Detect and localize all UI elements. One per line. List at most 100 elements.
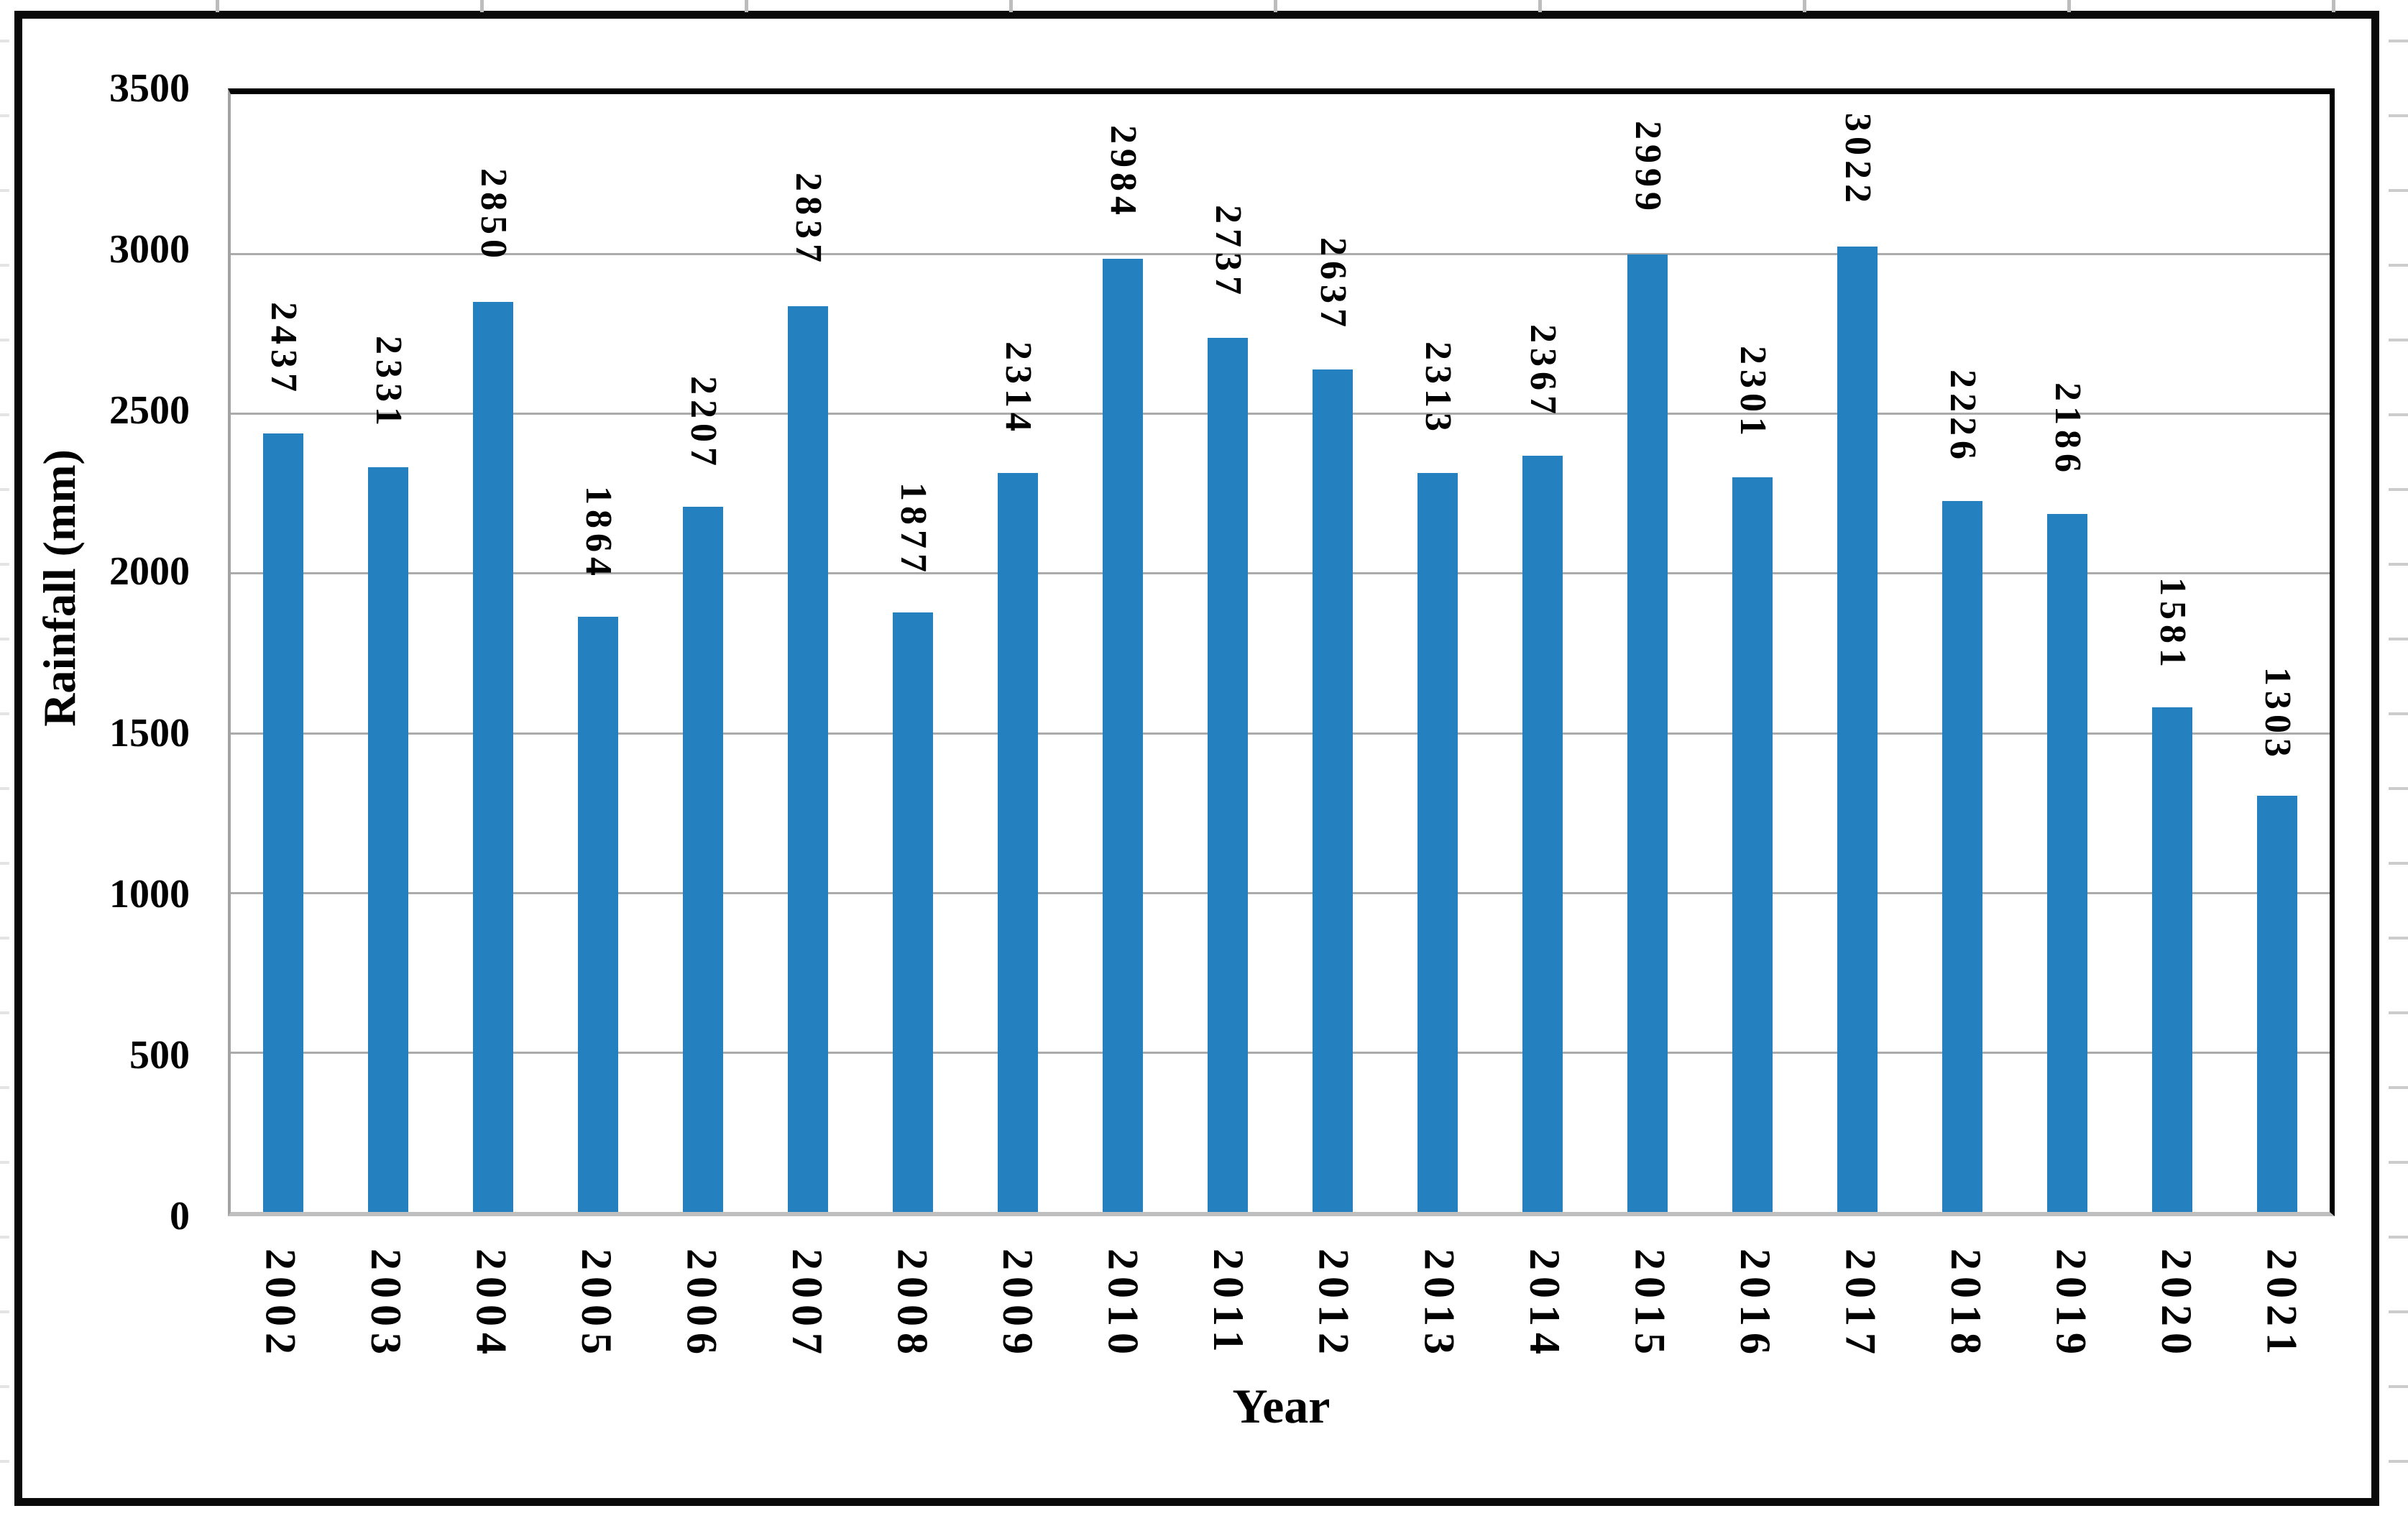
bar (2047, 513, 2087, 1212)
x-tick-label: 2009 (994, 1249, 1042, 1361)
x-axis-tick-labels: 2002 2003 2004 2005 2006 2007 2008 2009 2010 2011… (228, 1249, 2335, 1361)
edge-tick-mark (0, 488, 9, 491)
x-tick-label: 2016 (1731, 1249, 1779, 1361)
edge-tick-mark (0, 638, 9, 640)
edge-tick-mark (2389, 712, 2408, 715)
bar-value-label: 2837 (788, 173, 829, 268)
x-tick-cell: 2013 (1387, 1249, 1492, 1361)
x-tick-label: 2012 (1310, 1249, 1358, 1361)
bar (683, 507, 723, 1212)
bar (1942, 501, 1982, 1212)
edge-tick-mark (0, 1460, 9, 1463)
x-tick-cell: 2014 (1492, 1249, 1598, 1361)
figure-border (14, 11, 2379, 1506)
edge-tick-mark (2389, 339, 2408, 341)
edge-tick-mark (2389, 114, 2408, 117)
bar (893, 612, 933, 1212)
x-tick-label: 2007 (783, 1249, 831, 1361)
edge-tick-mark (0, 114, 9, 117)
gridline (231, 572, 2330, 575)
bar-cell: 2367 (1490, 94, 1595, 1212)
bar (1313, 369, 1353, 1212)
edge-tick-mark (2389, 1086, 2408, 1089)
bar-value-label: 2226 (1942, 369, 1983, 465)
x-tick-cell: 2006 (649, 1249, 755, 1361)
gridline (231, 732, 2330, 735)
bar-cell: 2301 (1700, 94, 1805, 1212)
y-axis-tick-labels: 3500 3000 2500 2000 1500 1000 500 0 (0, 68, 190, 1236)
bar-cell: 2331 (336, 94, 441, 1212)
bar (998, 472, 1038, 1212)
x-tick-label: 2020 (2153, 1249, 2201, 1361)
x-tick-cell: 2011 (1176, 1249, 1282, 1361)
bar-cell: 2186 (2015, 94, 2120, 1212)
edge-tick-mark (2389, 1310, 2408, 1313)
edge-tick-mark (0, 264, 9, 267)
edge-tick-mark (0, 1161, 9, 1164)
x-tick-label: 2005 (572, 1249, 620, 1361)
edge-tick-mark (2389, 563, 2408, 566)
gridline (231, 413, 2330, 415)
bar (1522, 456, 1563, 1212)
bar-value-label: 2331 (368, 336, 409, 431)
x-tick-cell: 2010 (1070, 1249, 1176, 1361)
gridline (231, 1051, 2330, 1054)
x-tick-cell: 2016 (1703, 1249, 1809, 1361)
bar (1208, 338, 1248, 1212)
edge-tick-mark (2389, 1011, 2408, 1014)
edge-tick-mark (2389, 638, 2408, 640)
bar-value-label: 2207 (683, 375, 724, 471)
edge-tick-mark (0, 1011, 9, 1014)
edge-tick-mark (1538, 0, 1542, 12)
bar-cell: 1877 (860, 94, 965, 1212)
edge-tick-mark (2389, 1460, 2408, 1463)
edge-tick-mark (745, 0, 748, 12)
edge-tick-mark (0, 1086, 9, 1089)
edge-tick-mark (0, 413, 9, 416)
x-tick-cell: 2004 (438, 1249, 544, 1361)
bar-value-label: 2850 (473, 168, 514, 264)
x-tick-cell: 2002 (228, 1249, 334, 1361)
edge-tick-mark (2389, 488, 2408, 491)
edge-tick-mark (0, 1385, 9, 1388)
bar-value-label: 2637 (1313, 236, 1354, 332)
bar (788, 305, 828, 1212)
edge-tick-mark (2389, 413, 2408, 416)
bar (1837, 247, 1878, 1212)
edge-tick-mark (0, 563, 9, 566)
bar-cell: 2737 (1175, 94, 1280, 1212)
bar (263, 433, 303, 1212)
x-tick-label: 2014 (1520, 1249, 1568, 1361)
y-tick-label: 3000 (109, 227, 190, 272)
bar (1627, 254, 1668, 1212)
edge-tick-mark (2389, 862, 2408, 865)
edge-tick-mark (2389, 264, 2408, 267)
edge-tick-mark (2389, 1385, 2408, 1388)
x-tick-label: 2021 (2258, 1249, 2306, 1361)
x-tick-label: 2011 (1205, 1249, 1253, 1359)
bar-value-label: 2314 (998, 341, 1039, 436)
bar-cell: 3022 (1805, 94, 1910, 1212)
gridline (231, 891, 2330, 894)
edge-tick-mark (2389, 1236, 2408, 1239)
x-tick-label: 2006 (678, 1249, 726, 1361)
bar-cell: 1864 (546, 94, 651, 1212)
bar-cell: 1303 (2225, 94, 2330, 1212)
edge-tick-mark (2332, 0, 2335, 12)
edge-tick-mark (0, 40, 9, 42)
x-tick-cell: 2021 (2229, 1249, 2335, 1361)
bar-value-label: 2313 (1417, 341, 1458, 437)
bar (1417, 473, 1458, 1212)
edge-tick-mark (2389, 189, 2408, 192)
y-tick-label: 1000 (109, 871, 190, 916)
edge-tick-mark (2389, 937, 2408, 940)
x-tick-cell: 2007 (755, 1249, 860, 1361)
bar-cell: 2226 (1910, 94, 2015, 1212)
x-tick-cell: 2018 (1913, 1249, 2019, 1361)
y-tick-label: 1500 (109, 710, 190, 755)
edge-tick-mark (216, 0, 219, 12)
x-tick-label: 2019 (2047, 1249, 2095, 1361)
bar-value-label: 1877 (893, 482, 934, 577)
x-tick-cell: 2005 (544, 1249, 650, 1361)
